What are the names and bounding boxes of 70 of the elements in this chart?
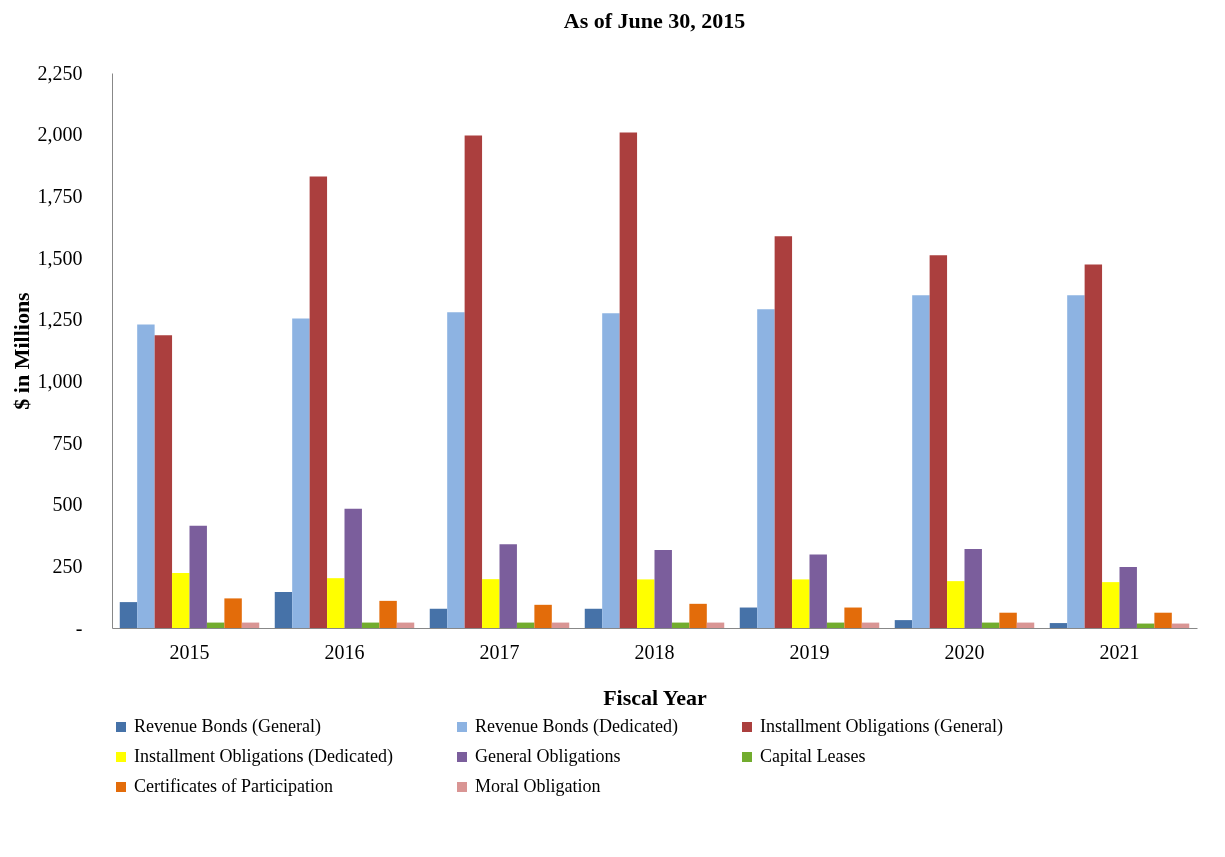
y-axis-title: $ in Millions [8,291,34,410]
x-tick-label: 2019 [789,640,830,663]
bar [792,579,810,628]
x-tick-label: 2020 [944,640,985,663]
y-tick-label: 1,250 [37,308,83,331]
bar [637,579,655,628]
bar [964,549,982,628]
legend-label: Installment Obligations (Dedicated) [134,746,393,767]
x-tick-label: 2016 [324,640,365,663]
bar [1049,623,1068,628]
bar [947,581,965,628]
bar [172,572,190,628]
bar [274,591,293,628]
bar [1102,582,1120,628]
x-tick-label: 2021 [1099,640,1140,663]
legend-label: General Obligations [475,746,621,766]
bar [119,602,138,628]
bar [327,578,345,628]
bar [429,608,448,628]
y-tick-label: 1,750 [37,184,83,207]
legend-label: Revenue Bonds (Dedicated) [475,716,678,737]
bar [739,607,758,628]
bar [534,604,552,628]
bar [224,598,242,628]
bar [1067,295,1085,628]
bar [894,620,913,628]
bar [912,295,930,628]
y-tick-label: 2,000 [37,123,83,146]
y-tick-label: 750 [52,431,83,454]
y-tick-label: 2,250 [37,61,83,84]
x-tick-label: 2015 [169,640,210,663]
legend-label: Moral Obligation [475,776,601,796]
bar [809,554,827,628]
bar [482,579,500,628]
y-tick-label: 500 [52,493,83,516]
bar [1154,612,1172,628]
legend-label: Certificates of Participation [134,776,333,796]
bar [654,550,672,628]
x-tick-label: 2017 [479,640,520,663]
y-tick-label: 250 [52,554,83,577]
legend-label: Revenue Bonds (General) [134,716,321,737]
bar [379,600,397,628]
y-tick-label: 1,500 [37,246,83,269]
x-axis-title: Fiscal Year [603,684,708,710]
bar [774,236,793,628]
bar [619,132,638,628]
bar [757,309,775,628]
bar [1119,567,1137,628]
bar [499,544,517,628]
y-tick-label: 1,000 [37,369,83,392]
bar [1084,264,1103,628]
bar [844,607,862,628]
y-tick-label: - [75,616,83,639]
chart-title: As of June 30, 2015 [563,8,746,33]
bar [447,312,465,628]
bar [602,313,620,628]
x-tick-label: 2018 [634,640,675,663]
bar [584,608,603,628]
legend-label: Capital Leases [760,746,866,766]
bar [189,525,207,628]
bar [309,176,328,628]
bar [929,255,948,628]
bar [137,324,155,628]
bar [154,335,173,628]
legend-label: Installment Obligations (General) [760,716,1003,737]
bar [344,508,362,628]
bar [999,612,1017,628]
bar [464,135,483,628]
bar [689,603,707,628]
bar [292,318,310,628]
